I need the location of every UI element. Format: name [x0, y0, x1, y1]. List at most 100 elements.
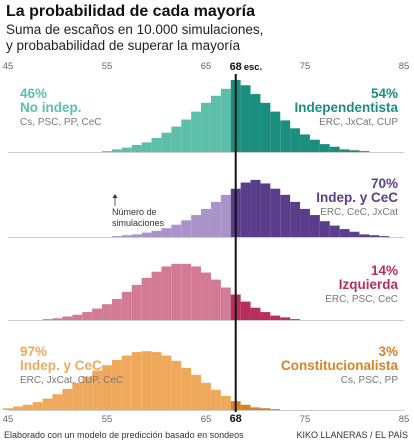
histogram-bar	[201, 272, 211, 320]
x-tick-label-bottom: 85	[399, 414, 410, 425]
histogram-bar	[62, 388, 73, 410]
histogram-bar	[290, 128, 301, 152]
histogram-bar	[359, 234, 370, 237]
histogram-bar	[280, 317, 291, 320]
right-bloc-name: Indep. y CeC	[316, 190, 398, 205]
histogram-bar	[111, 359, 122, 410]
histogram-bar	[309, 139, 320, 152]
histogram-bar	[250, 307, 261, 320]
histogram-bar	[250, 179, 261, 237]
histogram-bar	[171, 224, 182, 237]
histogram-bar	[250, 94, 261, 152]
histogram-bar	[191, 215, 202, 237]
histogram-bar	[121, 355, 132, 410]
histogram-bar	[240, 404, 251, 410]
histogram-bar	[210, 389, 221, 410]
histogram-bar	[141, 277, 152, 320]
histogram-bar	[270, 188, 281, 237]
right-probability: 54%	[371, 86, 398, 101]
right-bloc-name: Independentista	[294, 100, 398, 115]
histogram-bar	[270, 315, 281, 320]
histogram-bar	[121, 147, 132, 152]
x-tick-label-bottom: 65	[201, 414, 212, 425]
histogram-bar	[240, 182, 251, 237]
histogram-bar	[201, 208, 211, 237]
histogram-bar	[250, 407, 261, 410]
histogram-bar	[151, 271, 162, 320]
annotation-line-1: Número de	[112, 207, 157, 217]
histogram-bar	[181, 263, 192, 320]
histogram-bar	[141, 232, 152, 237]
histogram-bar	[280, 120, 291, 152]
histogram-bar	[52, 394, 63, 410]
left-bloc-name: No indep.	[20, 100, 82, 115]
histogram-bar	[210, 95, 221, 152]
histogram-bar	[161, 266, 172, 320]
right-bloc-name: Izquierda	[339, 277, 399, 292]
subtitle-line-1: Suma de escaños en 10.000 simulaciones,	[6, 22, 264, 37]
histogram-bar	[141, 142, 152, 152]
right-bloc-parties: ERC, PSC, CeC	[325, 294, 398, 305]
histogram-bar	[240, 301, 251, 320]
histogram-bar	[171, 263, 182, 320]
histogram-bar	[121, 291, 132, 320]
histogram-bar	[111, 236, 122, 237]
histogram-bar	[379, 236, 390, 237]
histogram-bar	[201, 382, 211, 410]
right-bloc-name: Constitucionalista	[281, 358, 399, 373]
histogram-bar	[181, 367, 192, 410]
histogram-bar	[102, 151, 112, 152]
histogram-bar	[72, 382, 83, 410]
left-probability: 97%	[20, 344, 47, 359]
right-probability: 14%	[371, 263, 398, 278]
histogram-bar	[260, 183, 271, 237]
histogram-bar	[62, 316, 73, 320]
histogram-bar	[12, 406, 23, 410]
histogram-bar	[131, 144, 142, 152]
right-bloc-parties: Cs, PSC, PP	[341, 375, 399, 386]
histogram-bar	[300, 134, 310, 152]
annotation-arrow-head	[112, 194, 118, 198]
histogram-bar	[111, 149, 122, 152]
histogram-bar	[349, 231, 360, 237]
histogram-bar	[260, 408, 271, 410]
chart-title: La probabilidad de cada mayoría	[6, 3, 255, 20]
histogram-bar	[52, 318, 63, 320]
histogram-bar	[220, 395, 231, 410]
histogram-bar	[240, 85, 251, 152]
footer-source-note: Elaborado con un modelo de predicción ba…	[4, 430, 244, 440]
histogram-bar	[22, 404, 33, 410]
x-tick-label-top: 45	[3, 61, 14, 72]
histogram-bar	[359, 151, 370, 152]
x-tick-label-bottom: 45	[3, 414, 14, 425]
histogram-bar	[329, 225, 340, 237]
annotation-line-2: simulaciones	[112, 218, 165, 228]
histogram-bar	[220, 194, 231, 237]
majority-label-top: 68	[230, 61, 242, 73]
histogram-bar	[82, 376, 93, 410]
histogram-bar	[339, 229, 350, 237]
chart-subtitle: Suma de escaños en 10.000 simulaciones, …	[6, 22, 406, 54]
histogram-bar	[339, 149, 350, 152]
histogram-bar	[319, 144, 330, 152]
histogram-bar	[181, 220, 192, 237]
histogram-bar	[191, 111, 202, 152]
histogram-bar	[220, 88, 231, 152]
histogram-bar	[201, 102, 211, 152]
right-probability: 70%	[371, 176, 398, 191]
x-tick-label-top: 65	[201, 61, 212, 72]
histogram-bar	[161, 132, 172, 152]
histogram-bar	[121, 235, 132, 237]
histogram-bar	[300, 208, 310, 237]
histogram-bar	[210, 201, 221, 237]
histogram-bar	[141, 351, 152, 410]
histogram-bar	[171, 360, 182, 410]
histogram-bar	[290, 201, 301, 237]
x-tick-label-top: 85	[399, 61, 410, 72]
x-tick-label-bottom: 75	[300, 414, 311, 425]
histogram-bar	[181, 119, 192, 152]
x-tick-label-top: 55	[102, 61, 113, 72]
right-bloc-parties: ERC, JxCat, CUP	[319, 117, 398, 128]
histogram-bar	[42, 398, 53, 410]
